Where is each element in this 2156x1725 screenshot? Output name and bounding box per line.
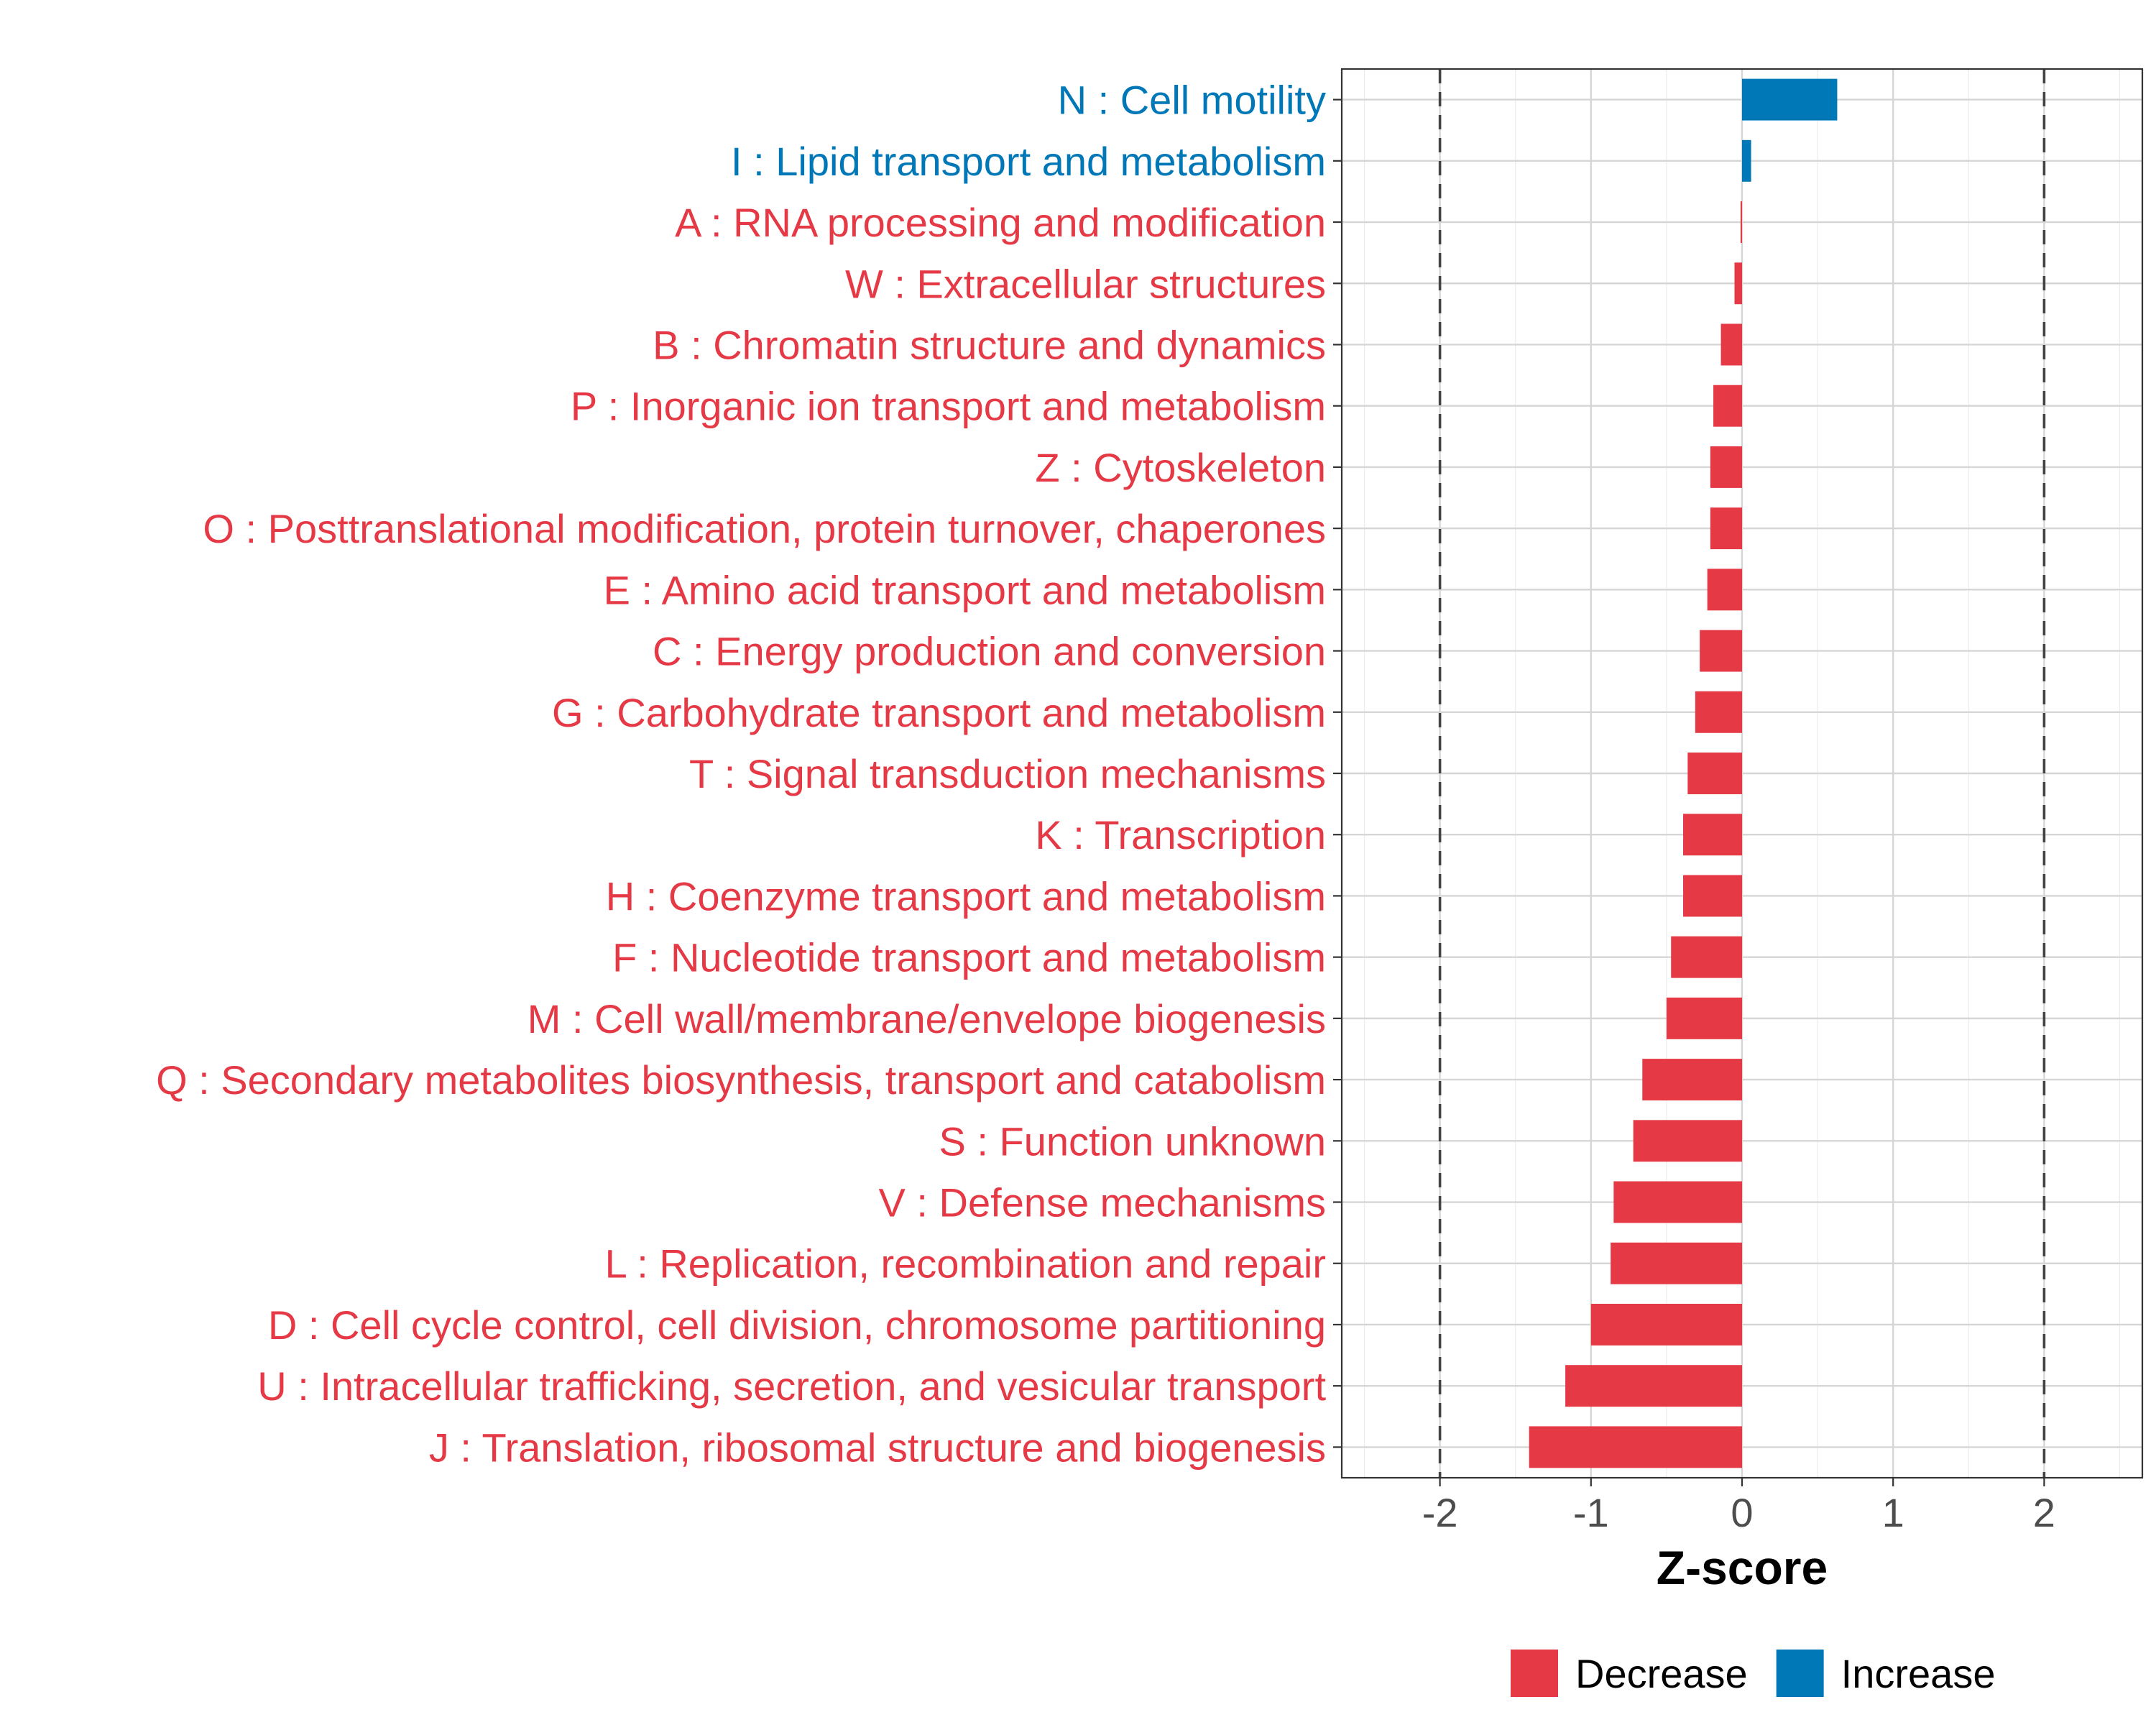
bar: [1611, 1242, 1742, 1284]
x-tick-label: 0: [1731, 1490, 1753, 1535]
y-tick-label: P : Inorganic ion transport and metaboli…: [571, 384, 1326, 429]
x-axis-title: Z-score: [1657, 1541, 1828, 1594]
bar: [1613, 1181, 1742, 1223]
y-tick-label: M : Cell wall/membrane/envelope biogenes…: [528, 996, 1326, 1041]
bar: [1720, 323, 1742, 366]
bar: [1666, 997, 1742, 1039]
x-tick-label: 1: [1882, 1490, 1904, 1535]
y-tick-label: S : Function unknown: [939, 1118, 1326, 1164]
legend-label: Decrease: [1575, 1651, 1748, 1696]
y-tick-label: K : Transcription: [1035, 812, 1326, 857]
y-tick-label: Z : Cytoskeleton: [1035, 445, 1326, 490]
y-tick-label: F : Nucleotide transport and metabolism: [612, 935, 1326, 980]
legend: Decrease Increase: [1511, 1650, 1995, 1697]
y-tick-label: Q : Secondary metabolites biosynthesis, …: [156, 1057, 1326, 1103]
bar: [1683, 875, 1742, 917]
bar: [1710, 507, 1742, 550]
bar: [1529, 1426, 1742, 1468]
bar: [1590, 1303, 1742, 1346]
bar: [1734, 262, 1742, 305]
y-tick-label: B : Chromatin structure and dynamics: [653, 322, 1326, 367]
threshold-lines: [1438, 69, 2046, 1478]
x-axis-ticks: -2 -1 0 1 2: [1422, 1478, 2055, 1535]
y-axis-ticks: N : Cell motility I : Lipid transport and…: [156, 78, 1342, 1470]
bar: [1707, 569, 1742, 611]
bar: [1713, 385, 1742, 427]
bar: [1740, 201, 1742, 244]
y-tick-label: W : Extracellular structures: [845, 261, 1326, 306]
y-tick-label: J : Translation, ribosomal structure and…: [429, 1425, 1326, 1470]
legend-swatch: [1511, 1650, 1558, 1697]
x-tick-label: -2: [1422, 1490, 1458, 1535]
y-tick-label: V : Defense mechanisms: [879, 1180, 1326, 1225]
bar: [1687, 753, 1742, 794]
bars: [1529, 78, 1838, 1468]
y-tick-label: T : Signal transduction mechanisms: [689, 751, 1326, 796]
bar: [1742, 78, 1838, 121]
y-tick-label: D : Cell cycle control, cell division, c…: [268, 1302, 1326, 1348]
bar: [1742, 139, 1751, 182]
y-tick-label: N : Cell motility: [1058, 78, 1326, 123]
bar: [1683, 814, 1742, 856]
bar: [1695, 691, 1742, 733]
y-tick-label: U : Intracellular trafficking, secretion…: [257, 1363, 1326, 1409]
bar: [1642, 1059, 1742, 1101]
y-tick-label: H : Coenzyme transport and metabolism: [606, 873, 1326, 919]
y-tick-label: A : RNA processing and modification: [675, 200, 1326, 245]
y-tick-label: G : Carbohydrate transport and metabolis…: [552, 690, 1326, 735]
y-tick-label: E : Amino acid transport and metabolism: [604, 567, 1326, 612]
x-tick-label: -1: [1573, 1490, 1609, 1535]
y-tick-label: C : Energy production and conversion: [653, 629, 1326, 674]
y-tick-label: I : Lipid transport and metabolism: [731, 139, 1326, 184]
bar: [1671, 936, 1742, 978]
bar: [1700, 630, 1742, 672]
bar: [1710, 446, 1742, 488]
bar: [1633, 1120, 1742, 1162]
y-tick-label: O : Posttranslational modification, prot…: [203, 506, 1326, 551]
legend-swatch: [1776, 1650, 1824, 1697]
bar: [1565, 1365, 1742, 1407]
legend-label: Increase: [1841, 1651, 1996, 1696]
x-tick-label: 2: [2033, 1490, 2055, 1535]
y-tick-label: L : Replication, recombination and repai…: [605, 1241, 1326, 1287]
